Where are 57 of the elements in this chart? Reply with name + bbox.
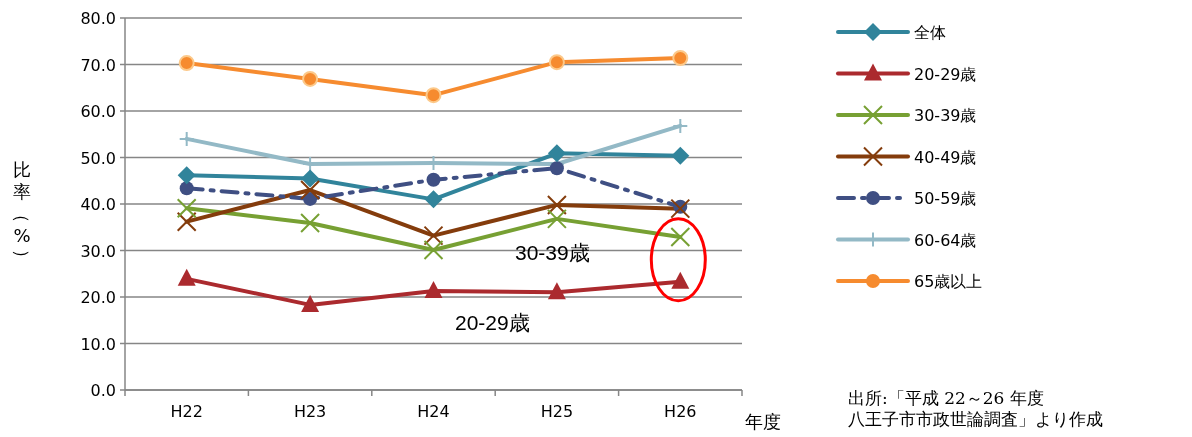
- point: [178, 55, 195, 72]
- legend-label: 30-39歳: [914, 106, 977, 125]
- point: [672, 49, 689, 66]
- point: [546, 194, 567, 215]
- legend-label: 20-29歳: [914, 64, 977, 84]
- y-tick-label: 20.0: [80, 288, 116, 307]
- y-tick-label: 60.0: [80, 102, 116, 121]
- point: [178, 130, 195, 147]
- point: [547, 282, 566, 300]
- x-tick-label: H23: [293, 402, 327, 421]
- point: [176, 198, 197, 219]
- point: [177, 268, 196, 286]
- legend-label: 65歳以上: [914, 272, 983, 291]
- y-tick-label: 70.0: [80, 55, 116, 75]
- x-tick-label: H22: [170, 402, 203, 421]
- x-axis-title: 年度: [745, 411, 781, 432]
- point: [176, 211, 197, 232]
- point: [426, 172, 441, 187]
- point: [301, 294, 320, 312]
- y-axis-title: 比率（%）: [12, 159, 33, 267]
- y-tick-label: 30.0: [80, 241, 116, 261]
- y-tick-label: 50.0: [80, 148, 116, 168]
- point: [672, 117, 689, 134]
- legend-label: 50-59歳: [914, 189, 977, 208]
- text: 八王子市市政世論調査」より作成: [848, 409, 1103, 429]
- point: [424, 280, 443, 298]
- point: [300, 180, 321, 201]
- point: [671, 146, 690, 165]
- y-tick-label: 80.0: [80, 9, 116, 28]
- legend-label: 40-49歳: [914, 147, 977, 167]
- point: [301, 169, 320, 188]
- point: [671, 271, 690, 289]
- point: [423, 240, 444, 261]
- point: [302, 70, 319, 87]
- y-tick-label: 10.0: [80, 334, 116, 354]
- x-tick-label: H25: [540, 402, 574, 421]
- point: [549, 161, 564, 176]
- point: [424, 190, 443, 209]
- point: [547, 144, 566, 163]
- legend-label: 60-64歳: [914, 230, 977, 250]
- annotation: 20-29歳: [455, 311, 530, 334]
- annotation: 30-39歳: [515, 241, 590, 264]
- y-tick-label: 0.0: [90, 381, 116, 400]
- point: [670, 227, 691, 248]
- point: [548, 54, 565, 71]
- point: [670, 198, 691, 219]
- x-tick-label: H24: [417, 402, 450, 421]
- point: [300, 213, 321, 234]
- point: [546, 208, 567, 229]
- x-tick-label: H26: [664, 402, 697, 421]
- text: 出所:「平成 22～26 年度: [848, 388, 1044, 408]
- point: [179, 181, 194, 196]
- point: [425, 87, 442, 104]
- legend-label: 全体: [914, 23, 946, 42]
- point: [177, 166, 196, 185]
- y-tick-label: 40.0: [80, 195, 116, 214]
- point: [423, 225, 444, 246]
